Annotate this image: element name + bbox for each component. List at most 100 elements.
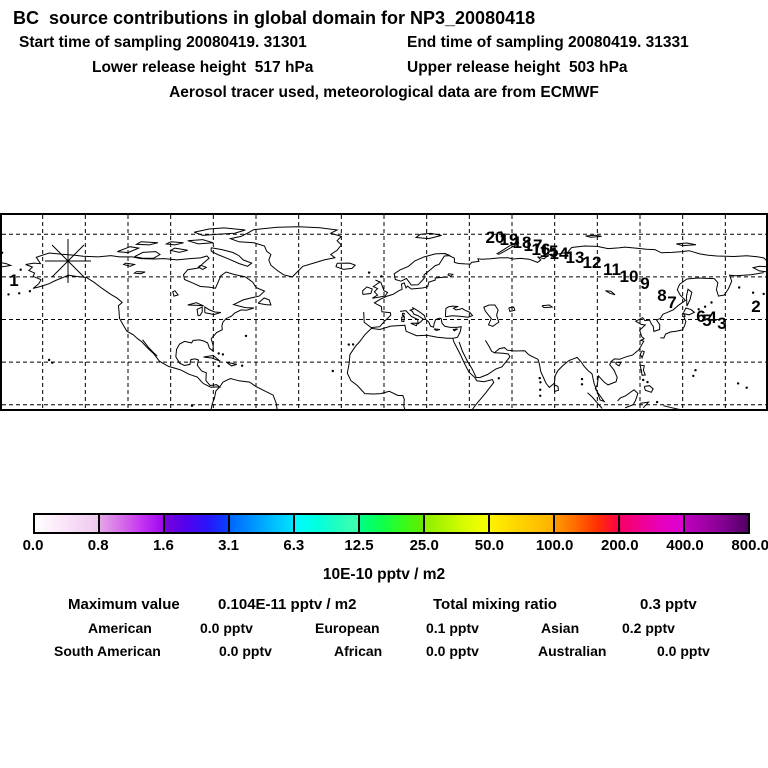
coastline [226,361,237,367]
coastline [452,328,458,332]
island-dot [539,381,542,384]
coastline [172,290,179,297]
coastline [193,227,246,236]
trajectory-day-label: 13 [566,248,585,267]
region-value: 0.0 pptv [657,643,710,659]
coastline [187,239,214,245]
coastline [615,361,622,367]
island-dot [738,286,741,289]
colorbar-tick-label: 6.3 [283,537,305,554]
coastline [587,392,603,409]
island-dot [190,404,194,407]
island-dot [491,231,494,234]
trajectory-day-label: 2 [751,297,760,316]
island-dot [580,383,584,386]
total-ratio-label: Total mixing ratio [433,596,557,613]
coastline [372,279,389,299]
figure-title: BC source contributions in global domain… [13,8,536,28]
island-dot [19,268,22,271]
colorbar-unit-label: 10E-10 pptv / m2 [322,566,446,583]
coastline [210,247,253,267]
coastline [257,297,272,306]
trajectory-day-label: 10 [620,267,639,286]
coastline [335,262,357,270]
island-dot [7,293,10,296]
coastline [117,246,141,254]
island-dot [367,271,371,274]
lower-release-text: Lower release height 517 hPa [92,59,314,76]
colorbar-tick-label: 3.1 [218,537,240,554]
trajectory-day-label: 7 [667,293,676,312]
region-value: 0.2 pptv [622,620,675,636]
island-dot [538,376,541,380]
island-dot [642,378,645,382]
coastline [483,304,500,327]
trajectory-day-label: 12 [583,253,602,272]
coastline [169,247,188,253]
island-dot [539,394,542,397]
colorbar-tick-label: 0.8 [87,537,109,554]
coastline [541,304,554,309]
trajectory-day-label: 19 [500,230,519,249]
trajectory-day-label: 3 [717,314,726,333]
trajectory-day-label: 17 [524,236,543,255]
colorbar-segment [228,515,293,532]
colorbar-tick-label: 0.0 [22,537,44,554]
coastline [444,305,474,318]
region-label: Asian [541,620,580,636]
colorbar-segment [618,515,683,532]
trajectory-day-label: 14 [550,244,569,263]
coastline [346,328,406,411]
colorbar-segment [35,515,98,532]
coastline [447,273,454,277]
coastline [393,252,451,286]
coastline [440,318,462,339]
coastline [643,385,654,393]
region-label: African [334,643,383,659]
island-dot [217,364,220,368]
colorbar-tick-label: 800.0 [731,537,768,554]
colorbar-segment [683,515,748,532]
island-dot [736,382,740,385]
coastline [133,271,146,275]
colorbar-segment [98,515,163,532]
island-dot [221,353,225,356]
coastline [0,261,13,268]
coastline [363,276,449,329]
max-value-label: Maximum value [68,596,180,613]
coastline [444,245,768,265]
colorbar-segment [423,515,488,532]
colorbar-tick-label: 200.0 [601,537,639,554]
trajectory-day-label: 16 [532,240,551,259]
island-dot [347,343,350,346]
coastline [458,341,511,379]
island-dot [331,369,334,373]
trajectory-day-label: 15 [540,242,559,261]
start-time-text: Start time of sampling 20080419. 31301 [19,34,307,51]
max-value: 0.104E-11 pptv / m2 [218,596,357,613]
island-dot [762,292,765,296]
coastline [660,307,696,339]
island-dot [692,374,695,378]
coastline [605,290,616,296]
coastline [228,226,343,278]
colorbar-segment [358,515,423,532]
island-dot [380,275,383,278]
island-dot [580,377,584,381]
coastline [134,251,161,259]
island-dot [18,292,21,295]
colorbar-segment [488,515,553,532]
coastline [197,264,208,270]
colorbar [33,513,750,534]
trajectory-day-label: 20 [486,228,505,247]
trajectory-day-label: 9 [640,274,649,293]
region-value: 0.0 pptv [200,620,253,636]
region-value: 0.1 pptv [426,620,479,636]
coastline [203,354,221,362]
coastline [484,272,764,403]
island-dot [539,388,542,391]
coastline [410,322,418,327]
island-dot [217,352,220,355]
